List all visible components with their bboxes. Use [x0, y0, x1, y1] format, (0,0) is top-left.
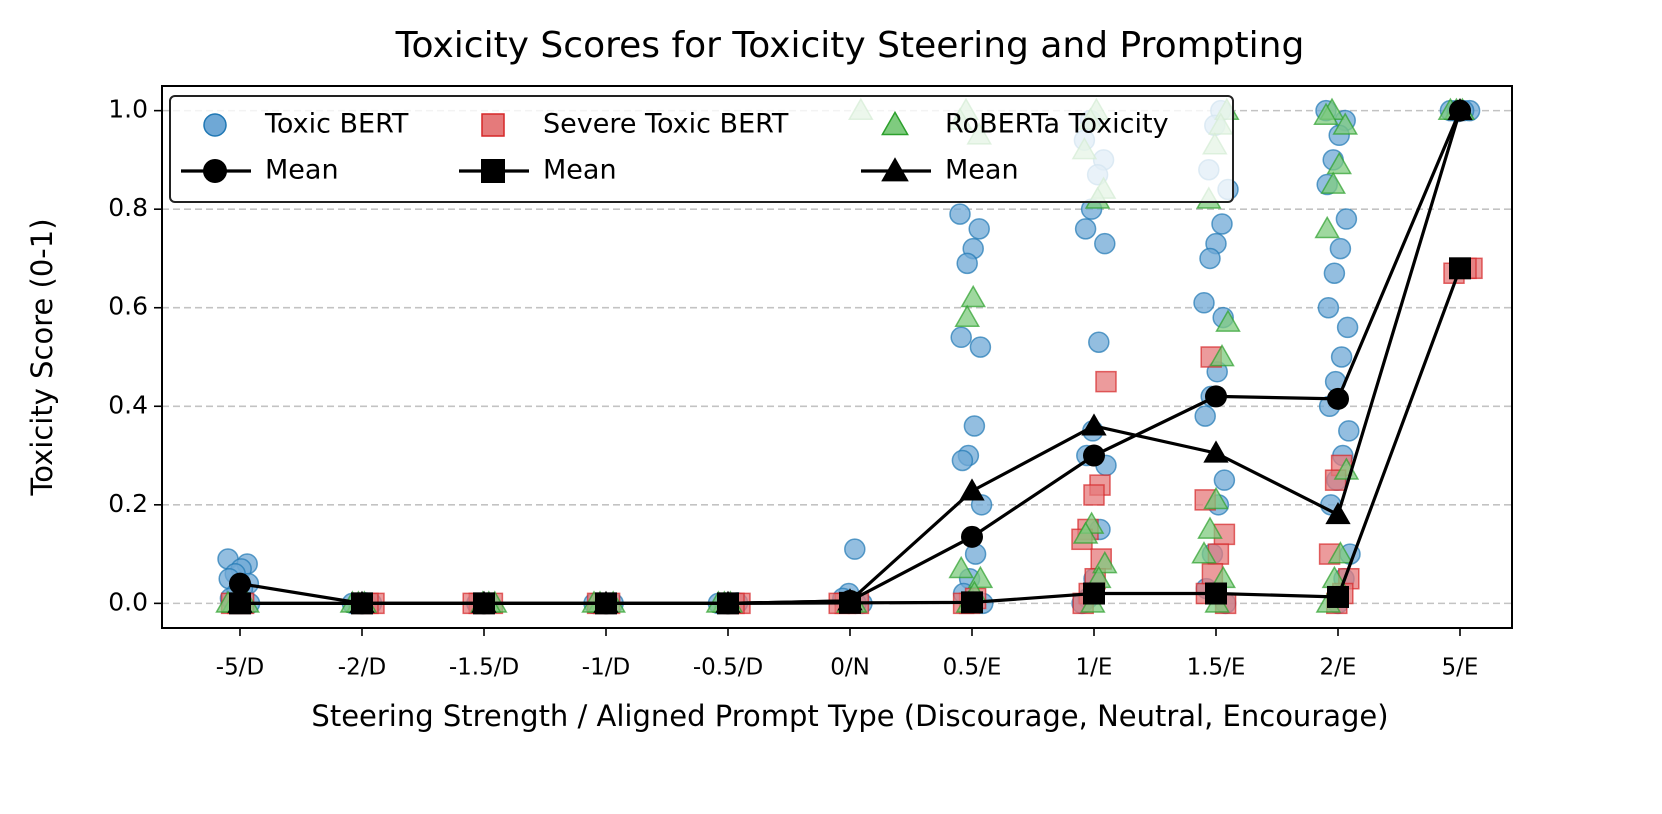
- x-tick-label: 0/N: [830, 655, 870, 681]
- data-point: [1326, 151, 1352, 175]
- data-point: [960, 284, 986, 308]
- mean-marker: [349, 590, 375, 613]
- mean-marker: [961, 525, 983, 548]
- data-point: [1323, 262, 1346, 284]
- data-point: [1197, 516, 1223, 539]
- data-point: [1094, 232, 1116, 255]
- plot-frame: [161, 85, 1513, 629]
- legend-marker: [881, 110, 909, 136]
- data-point: [1327, 541, 1354, 564]
- chart-title: Toxicity Scores for Toxicity Steering an…: [395, 25, 1305, 66]
- x-tick-label: -0.5/D: [693, 655, 763, 681]
- data-point: [1088, 331, 1110, 353]
- data-point: [1317, 296, 1340, 319]
- legend-marker: [203, 113, 227, 137]
- data-point: [950, 326, 972, 349]
- mean-marker: [959, 478, 985, 501]
- mean-marker: [229, 572, 251, 595]
- legend-label: Severe Toxic BERT: [543, 109, 789, 140]
- x-axis-label: Steering Strength / Aligned Prompt Type …: [311, 699, 1388, 733]
- mean-marker: [837, 588, 863, 611]
- x-tick-label: 2/E: [1320, 655, 1357, 681]
- mean-marker: [471, 590, 497, 613]
- x-tick-label: 1/E: [1076, 655, 1113, 681]
- x-tick-label: 5/E: [1442, 655, 1479, 681]
- data-point: [956, 252, 978, 275]
- data-point: [1074, 218, 1097, 240]
- data-point: [968, 218, 990, 240]
- legend-label: RoBERTa Toxicity: [945, 109, 1169, 140]
- mean-marker: [1205, 385, 1227, 408]
- y-tick-label: 1.0: [108, 95, 148, 124]
- data-point: [1211, 213, 1233, 235]
- mean-marker: [1325, 502, 1351, 525]
- data-point: [1338, 420, 1360, 442]
- data-point: [844, 538, 866, 560]
- legend-marker: [203, 159, 227, 183]
- data-point: [1336, 316, 1359, 339]
- mean-marker: [715, 590, 741, 613]
- mean-marker: [1205, 582, 1227, 605]
- legend-box: [169, 95, 1234, 203]
- data-point: [1203, 486, 1229, 510]
- x-tick-label: 0.5/E: [943, 655, 1002, 681]
- data-point: [1313, 102, 1339, 125]
- mean-marker: [227, 590, 253, 613]
- data-point: [1191, 541, 1217, 564]
- legend-label: Toxic BERT: [264, 109, 409, 140]
- mean-marker: [961, 591, 983, 614]
- y-tick-label: 0.6: [108, 292, 148, 321]
- y-tick-label: 0.8: [108, 193, 148, 222]
- legend-label: Mean: [265, 155, 339, 186]
- mean-marker: [1083, 444, 1105, 467]
- x-tick-label: -1/D: [582, 655, 630, 681]
- data-point: [1072, 521, 1099, 544]
- data-point: [954, 304, 980, 327]
- data-point: [1332, 112, 1358, 135]
- mean-marker: [1327, 387, 1349, 410]
- data-point: [1199, 247, 1221, 270]
- legend-marker: [481, 113, 505, 137]
- data-point: [1095, 370, 1117, 393]
- data-point: [1209, 343, 1235, 367]
- x-tick-label: -2/D: [338, 655, 386, 681]
- mean-marker: [1327, 585, 1349, 608]
- data-point: [1215, 309, 1241, 332]
- y-axis-label: Toxicity Score (0-1): [25, 218, 59, 496]
- data-point: [1213, 469, 1236, 491]
- data-point: [951, 449, 974, 472]
- data-point: [948, 555, 974, 579]
- data-point: [1320, 171, 1346, 194]
- mean-marker: [1203, 440, 1229, 463]
- data-point: [1335, 208, 1358, 230]
- legend: Toxic BERT Severe Toxic BERT RoBERTa Toxic…: [169, 95, 1234, 203]
- x-tick-label: -5/D: [216, 655, 264, 681]
- data-point: [1193, 292, 1215, 314]
- y-tick-label: 0.0: [108, 587, 148, 616]
- mean-marker: [1083, 582, 1105, 605]
- x-tick-label: -1.5/D: [449, 655, 519, 681]
- data-point: [1314, 215, 1340, 239]
- y-tick-label: 0.4: [108, 390, 148, 419]
- legend-marker: [481, 159, 505, 183]
- data-point: [1329, 237, 1352, 260]
- data-point: [1083, 484, 1105, 506]
- data-point: [969, 336, 992, 358]
- x-tick-label: 1.5/E: [1187, 655, 1246, 681]
- data-point: [963, 415, 986, 437]
- data-point: [1194, 405, 1216, 427]
- mean-marker: [593, 590, 619, 613]
- y-tick-label: 0.2: [108, 489, 148, 518]
- mean-marker: [1081, 413, 1107, 436]
- legend-label: Mean: [543, 155, 617, 186]
- data-point: [949, 203, 971, 225]
- mean-marker: [1449, 257, 1471, 280]
- mean-marker: [1447, 97, 1473, 121]
- legend-label: Mean: [945, 155, 1019, 186]
- data-point: [1330, 346, 1353, 368]
- legend-marker: [881, 157, 909, 182]
